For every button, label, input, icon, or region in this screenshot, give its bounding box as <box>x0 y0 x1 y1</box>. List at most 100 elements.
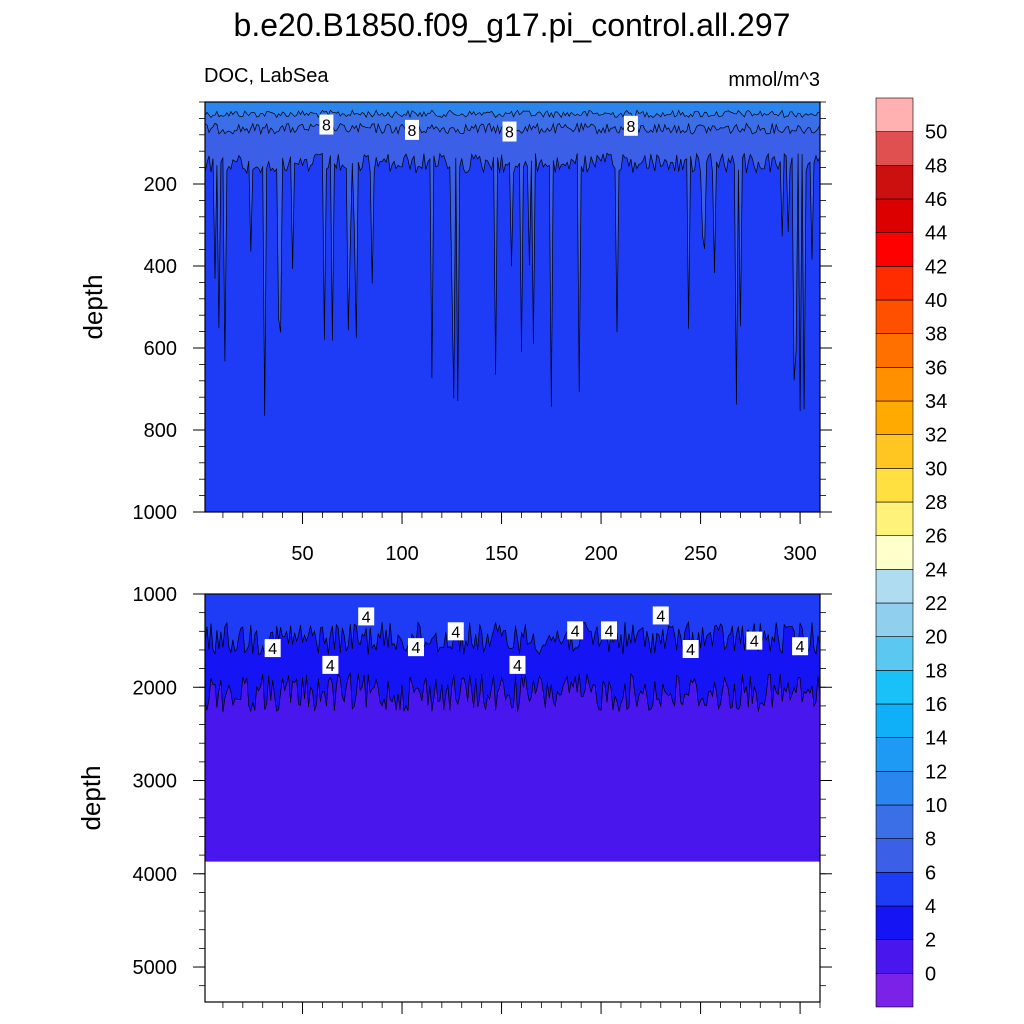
colorbar-label: 26 <box>925 526 947 548</box>
colorbar-label: 8 <box>925 829 936 851</box>
colorbar-swatch <box>875 131 914 166</box>
contour-label: 8 <box>502 121 517 142</box>
x-tick-label: 250 <box>684 543 717 565</box>
colorbar-swatch <box>875 804 914 839</box>
contour-label: 4 <box>358 607 375 626</box>
colorbar-swatch <box>875 198 914 233</box>
y-tick-label: 1000 <box>133 584 178 606</box>
contour-label-text: 4 <box>513 658 522 675</box>
colorbar-label: 20 <box>925 627 947 649</box>
y-tick-label: 600 <box>144 338 177 360</box>
colorbar-label: 28 <box>925 492 947 514</box>
colorbar-label: 32 <box>925 425 947 447</box>
lower-plot-area: 4 4 4 4 4 4 4 4 4 4 4 4 <box>204 593 821 862</box>
colorbar-swatch <box>875 602 914 637</box>
colorbar-swatch <box>875 905 914 940</box>
colorbar-swatch <box>875 501 914 536</box>
y-tick-label: 3000 <box>133 771 178 793</box>
colorbar-label: 30 <box>925 458 947 480</box>
contour-label: 4 <box>509 655 526 675</box>
colorbar-swatch <box>875 468 914 503</box>
colorbar-label: 50 <box>925 122 947 144</box>
colorbar-swatch <box>875 872 914 907</box>
colorbar-label: 14 <box>925 728 947 750</box>
y-tick-label: 400 <box>144 256 177 278</box>
colorbar-label: 38 <box>925 324 947 346</box>
contour-label: 4 <box>682 640 699 659</box>
contour-label-text: 4 <box>686 642 695 659</box>
contour-label-text: 4 <box>412 640 421 657</box>
y-tick-label: 1000 <box>133 502 178 524</box>
contour-label-text: 4 <box>268 641 277 658</box>
contour-label: 8 <box>404 119 419 140</box>
upper-axes: 200 400 600 800 1000 50 100 150 200 250 300 <box>133 101 832 565</box>
x-tick-label: 200 <box>584 543 617 565</box>
upper-right-label: mmol/m^3 <box>728 69 820 91</box>
colorbar-swatch <box>875 670 914 705</box>
x-tick-label: 300 <box>783 543 816 565</box>
lower-panel: 4 4 4 4 4 4 4 4 4 4 4 4 1000 2000 3000 4000 5000 depth <box>76 584 832 1014</box>
colorbar-label: 4 <box>925 896 936 918</box>
colorbar-swatch <box>875 703 914 738</box>
colorbar-swatch <box>875 165 914 200</box>
contour-label: 8 <box>623 115 638 136</box>
chart-title: b.e20.B1850.f09_g17.pi_control.all.297 <box>234 7 791 43</box>
contour-label-text: 8 <box>626 119 635 136</box>
colorbar-swatch <box>875 636 914 671</box>
colorbar-label: 40 <box>925 290 947 312</box>
colorbar-label: 24 <box>925 559 947 581</box>
colorbar-swatch <box>875 367 914 402</box>
colorbar-swatch <box>875 569 914 604</box>
contour-label-text: 4 <box>571 623 580 640</box>
colorbar-swatch <box>875 535 914 570</box>
x-tick-label: 150 <box>485 543 518 565</box>
contour-label: 4 <box>567 621 584 640</box>
colorbar-label: 36 <box>925 357 947 379</box>
contour-label: 8 <box>319 114 334 135</box>
y-tick-label: 800 <box>144 420 177 442</box>
upper-ylabel: depth <box>78 274 108 339</box>
lower-ylabel: depth <box>76 765 106 830</box>
contour-label-text: 4 <box>656 608 665 625</box>
y-tick-label: 4000 <box>133 864 178 886</box>
contour-label: 4 <box>322 655 339 675</box>
contour-label-text: 8 <box>505 125 514 142</box>
colorbar: 0246810121416182022242628303234363840424… <box>875 97 947 1008</box>
colorbar-swatch <box>875 232 914 267</box>
colorbar-label: 12 <box>925 761 947 783</box>
colorbar-label: 10 <box>925 795 947 817</box>
contour-label: 4 <box>264 639 281 658</box>
colorbar-label: 16 <box>925 694 947 716</box>
colorbar-label: 44 <box>925 223 947 245</box>
colorbar-swatch <box>875 737 914 772</box>
colorbar-label: 0 <box>925 963 936 985</box>
x-tick-label: 50 <box>291 543 313 565</box>
plot-frame <box>204 593 821 1003</box>
y-tick-label: 200 <box>144 174 177 196</box>
x-tick-label: 100 <box>385 543 418 565</box>
y-tick-label: 2000 <box>133 677 178 699</box>
plot-frame <box>204 101 821 513</box>
colorbar-label: 2 <box>925 930 936 952</box>
contour-label-text: 4 <box>451 624 460 641</box>
contour-label: 4 <box>652 606 669 625</box>
contour-label: 4 <box>746 631 763 651</box>
contour-label-text: 4 <box>750 634 759 651</box>
colorbar-swatch <box>875 266 914 301</box>
contour-label-text: 4 <box>326 658 335 675</box>
contour-label: 4 <box>447 622 464 641</box>
colorbar-swatch <box>875 939 914 974</box>
colorbar-swatch <box>875 434 914 469</box>
colorbar-swatch <box>875 771 914 806</box>
colorbar-swatch <box>875 973 914 1008</box>
contour-label-text: 4 <box>362 609 371 626</box>
contour-label-text: 4 <box>605 623 614 640</box>
colorbar-label: 22 <box>925 593 947 615</box>
colorbar-label: 48 <box>925 155 947 177</box>
contour-label: 4 <box>601 621 618 640</box>
colorbar-label: 18 <box>925 660 947 682</box>
colorbar-label: 46 <box>925 189 947 211</box>
colorbar-label: 34 <box>925 391 947 413</box>
colorbar-swatch <box>875 299 914 334</box>
